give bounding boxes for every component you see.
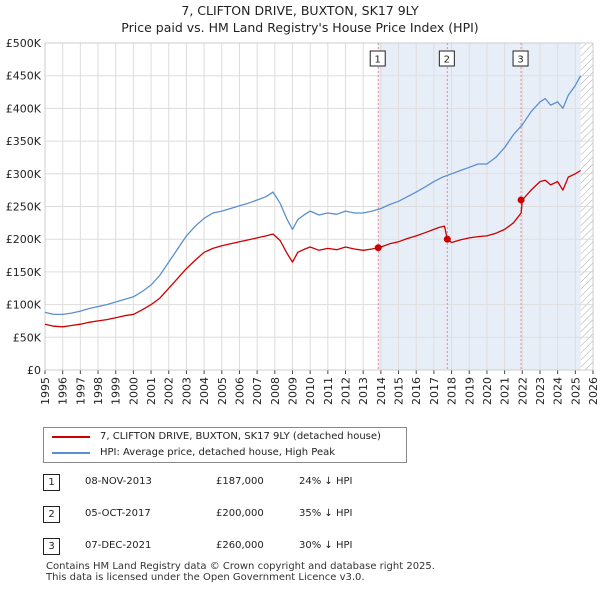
- sale-number-badge: 2: [43, 506, 60, 523]
- y-tick-label: £450K: [6, 70, 42, 83]
- x-tick-label: 2011: [322, 377, 335, 405]
- y-tick-label: £500K: [6, 37, 42, 50]
- x-tick-label: 2017: [428, 377, 441, 405]
- x-tick-label: 2025: [569, 377, 582, 405]
- x-tick-label: 2013: [357, 377, 370, 405]
- y-tick-label: £200K: [6, 233, 42, 246]
- y-tick-label: £350K: [6, 135, 42, 148]
- y-tick-label: £50K: [13, 331, 42, 344]
- footer-line2: This data is licensed under the Open Gov…: [46, 572, 365, 583]
- x-tick-label: 2018: [446, 377, 459, 405]
- x-tick-label: 2020: [481, 377, 494, 405]
- x-tick-label: 2006: [233, 377, 246, 405]
- x-tick-label: 2003: [180, 377, 193, 405]
- x-tick-label: 2012: [340, 377, 353, 405]
- sale-hpi-diff: 35% ↓ HPI: [299, 508, 353, 519]
- x-tick-label: 2019: [463, 377, 476, 405]
- x-tick-label: 1996: [57, 377, 70, 405]
- sale-label-number: 3: [517, 55, 523, 66]
- sale-hpi-diff: 24% ↓ HPI: [299, 476, 353, 487]
- y-tick-label: £100K: [6, 299, 42, 312]
- y-tick-label: £0: [27, 364, 41, 377]
- x-tick-label: 2001: [145, 377, 158, 405]
- x-tick-label: 2015: [393, 377, 406, 405]
- x-tick-label: 2004: [198, 377, 211, 405]
- property-series-line: [44, 169, 581, 328]
- sale-label-box: [438, 50, 455, 67]
- y-tick-label: £250K: [6, 201, 42, 214]
- sale-date: 07-DEC-2021: [85, 540, 152, 551]
- x-tick-label: 2005: [216, 377, 229, 405]
- chart-title-line1: 7, CLIFTON DRIVE, BUXTON, SK17 9LY: [181, 3, 419, 18]
- sale-number-badge: 1: [43, 474, 60, 491]
- legend-property-line: [52, 436, 90, 438]
- x-tick-label: 2021: [499, 377, 512, 405]
- sale-label-number: 1: [375, 55, 381, 66]
- legend-property-label: 7, CLIFTON DRIVE, BUXTON, SK17 9LY (deta…: [100, 431, 381, 442]
- x-tick-label: 2026: [587, 377, 600, 405]
- y-tick-label: £300K: [6, 168, 42, 181]
- y-tick-label: £400K: [6, 102, 42, 115]
- footer-attribution: Contains HM Land Registry data © Crown c…: [46, 561, 435, 583]
- sale-number-badge: 3: [43, 538, 60, 555]
- sale-row: 3 07-DEC-2021 £260,000 30% ↓ HPI: [43, 536, 463, 556]
- sale-label-number: 2: [444, 55, 450, 66]
- price-chart: £0 £50K £100K £150K £200K £250K £300K £350K £400…: [6, 37, 600, 405]
- chart-title: 7, CLIFTON DRIVE, BUXTON, SK17 9LY Price…: [0, 2, 600, 36]
- plot-border: [44, 42, 594, 371]
- sale-price: £187,000: [216, 476, 264, 487]
- hpi-series-line: [44, 75, 582, 316]
- sale-date: 08-NOV-2013: [85, 476, 152, 487]
- sale-hpi-diff: 30% ↓ HPI: [299, 540, 353, 551]
- x-tick-label: 1998: [92, 377, 105, 405]
- sale-point: [517, 196, 525, 204]
- chart-title-line2: Price paid vs. HM Land Registry's House …: [121, 20, 479, 35]
- x-tick-label: 2016: [410, 377, 423, 405]
- x-tick-label: 1995: [39, 377, 52, 405]
- sale-point: [374, 244, 382, 252]
- x-tick-label: 2024: [552, 377, 565, 405]
- footer-line1: Contains HM Land Registry data © Crown c…: [46, 561, 435, 572]
- sale-point: [443, 235, 451, 243]
- legend-hpi-line: [52, 452, 90, 454]
- sale-label-box: [369, 50, 386, 67]
- x-tick-label: 2014: [375, 377, 388, 405]
- sale-price: £200,000: [216, 508, 264, 519]
- x-tick-label: 1999: [110, 377, 123, 405]
- sale-row: 1 08-NOV-2013 £187,000 24% ↓ HPI: [43, 472, 463, 492]
- sale-label-box: [512, 50, 529, 67]
- y-tick-label: £150K: [6, 266, 42, 279]
- x-tick-label: 2002: [163, 377, 176, 405]
- x-tick-label: 2008: [269, 377, 282, 405]
- chart-legend: 7, CLIFTON DRIVE, BUXTON, SK17 9LY (deta…: [43, 427, 407, 463]
- sale-price: £260,000: [216, 540, 264, 551]
- x-tick-label: 2010: [304, 377, 317, 405]
- sale-date: 05-OCT-2017: [85, 508, 151, 519]
- x-tick-label: 2022: [516, 377, 529, 405]
- x-tick-label: 2007: [251, 377, 264, 405]
- x-tick-label: 2000: [127, 377, 140, 405]
- x-tick-label: 2009: [286, 377, 299, 405]
- legend-hpi-label: HPI: Average price, detached house, High…: [100, 447, 336, 458]
- x-tick-label: 2023: [534, 377, 547, 405]
- x-tick-label: 1997: [74, 377, 87, 405]
- sale-row: 2 05-OCT-2017 £200,000 35% ↓ HPI: [43, 504, 463, 524]
